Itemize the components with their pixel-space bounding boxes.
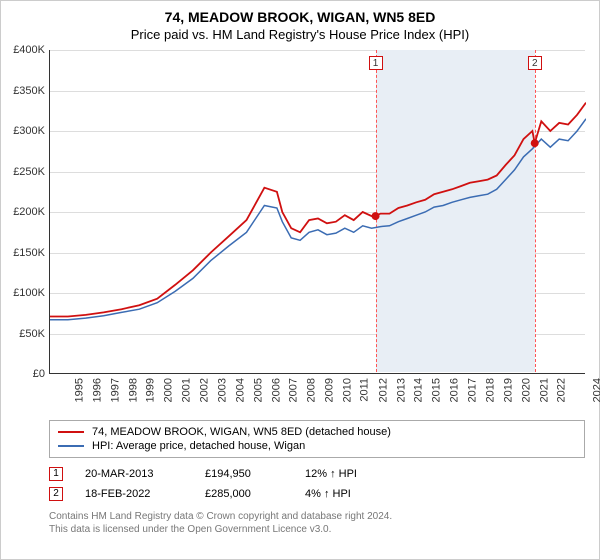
x-axis-label: 2013 xyxy=(395,378,407,402)
y-axis-label: £350K xyxy=(5,85,45,97)
x-axis-label: 2018 xyxy=(484,378,496,402)
sale-row: 1 20-MAR-2013£194,95012% ↑ HPI xyxy=(49,464,585,484)
chart-subtitle: Price paid vs. HM Land Registry's House … xyxy=(1,25,599,50)
sale-row-marker: 1 xyxy=(49,467,63,481)
x-axis-label: 2003 xyxy=(216,378,228,402)
x-axis-label: 2005 xyxy=(252,378,264,402)
sale-row-pct: 4% ↑ HPI xyxy=(305,488,425,500)
sale-point-dot xyxy=(531,139,539,147)
x-axis-label: 2024 xyxy=(592,378,600,402)
x-axis-label: 1999 xyxy=(145,378,157,402)
y-axis-label: £250K xyxy=(5,166,45,178)
legend-swatch xyxy=(58,431,84,433)
y-axis-label: £100K xyxy=(5,287,45,299)
x-axis-label: 2004 xyxy=(234,378,246,402)
legend-item: 74, MEADOW BROOK, WIGAN, WN5 8ED (detach… xyxy=(58,425,576,439)
footer-line-1: Contains HM Land Registry data © Crown c… xyxy=(49,510,585,523)
chart-title: 74, MEADOW BROOK, WIGAN, WN5 8ED xyxy=(1,1,599,25)
chart-legend: 74, MEADOW BROOK, WIGAN, WN5 8ED (detach… xyxy=(49,420,585,458)
sale-row-date: 20-MAR-2013 xyxy=(85,468,205,480)
x-axis-label: 2022 xyxy=(556,378,568,402)
x-axis-label: 2006 xyxy=(270,378,282,402)
x-axis-label: 1997 xyxy=(109,378,121,402)
x-axis-label: 2002 xyxy=(199,378,211,402)
x-axis-label: 2015 xyxy=(431,378,443,402)
sale-row: 2 18-FEB-2022£285,0004% ↑ HPI xyxy=(49,484,585,504)
x-axis-label: 2011 xyxy=(359,378,371,402)
x-axis-label: 2000 xyxy=(163,378,175,402)
x-axis-label: 2014 xyxy=(413,378,425,402)
x-axis-label: 2019 xyxy=(502,378,514,402)
x-axis-label: 2017 xyxy=(467,378,479,402)
x-axis-label: 1995 xyxy=(73,378,85,402)
sale-row-date: 18-FEB-2022 xyxy=(85,488,205,500)
sale-row-marker: 2 xyxy=(49,487,63,501)
legend-swatch xyxy=(58,445,84,447)
series-property xyxy=(50,103,586,317)
sales-list: 1 20-MAR-2013£194,95012% ↑ HPI 2 18-FEB-202… xyxy=(49,464,585,504)
x-axis-label: 2009 xyxy=(324,378,336,402)
x-axis-label: 2008 xyxy=(306,378,318,402)
x-axis-label: 1996 xyxy=(91,378,103,402)
x-axis-labels: 1995 1996 1997 1998 1999 2000 2001 2002 2003 2004… xyxy=(49,374,585,414)
y-axis-label: £400K xyxy=(5,44,45,56)
legend-item: HPI: Average price, detached house, Wiga… xyxy=(58,439,576,453)
sale-row-price: £285,000 xyxy=(205,488,305,500)
y-axis-label: £50K xyxy=(5,328,45,340)
x-axis-label: 2021 xyxy=(538,378,550,402)
legend-label: HPI: Average price, detached house, Wiga… xyxy=(92,440,305,452)
y-axis-label: £200K xyxy=(5,206,45,218)
y-axis-label: £0 xyxy=(5,368,45,380)
sale-point-dot xyxy=(372,212,380,220)
x-axis-label: 2001 xyxy=(181,378,193,402)
attribution-footer: Contains HM Land Registry data © Crown c… xyxy=(49,510,585,536)
legend-label: 74, MEADOW BROOK, WIGAN, WN5 8ED (detach… xyxy=(92,426,391,438)
x-axis-label: 2016 xyxy=(449,378,461,402)
x-axis-label: 2007 xyxy=(288,378,300,402)
footer-line-2: This data is licensed under the Open Gov… xyxy=(49,523,585,536)
x-axis-label: 2012 xyxy=(377,378,389,402)
y-axis-label: £300K xyxy=(5,125,45,137)
line-series-svg xyxy=(50,50,586,374)
chart-plot-area: 12 £0£50K£100K£150K£200K£250K£300K£350K£… xyxy=(49,50,585,374)
y-axis-label: £150K xyxy=(5,247,45,259)
sale-row-price: £194,950 xyxy=(205,468,305,480)
x-axis-label: 1998 xyxy=(127,378,139,402)
x-axis-label: 2010 xyxy=(341,378,353,402)
x-axis-label: 2020 xyxy=(520,378,532,402)
sale-row-pct: 12% ↑ HPI xyxy=(305,468,425,480)
